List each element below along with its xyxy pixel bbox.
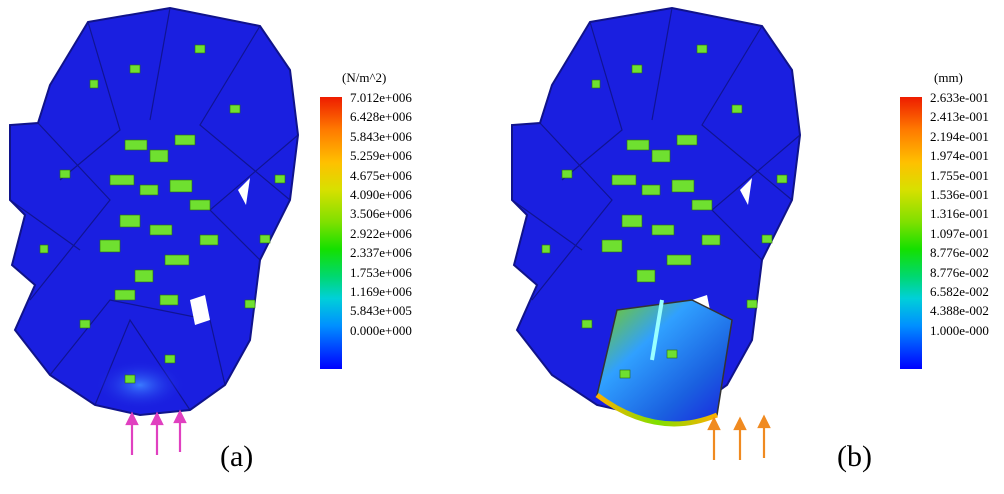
scale-label: 2.413e-001 <box>930 109 989 125</box>
scale-label: 3.506e+006 <box>350 206 412 222</box>
scale-label: 1.169e+006 <box>350 283 412 299</box>
stress-model-render <box>9 6 300 455</box>
scale-label: 2.337e+006 <box>350 245 412 261</box>
scale-label: 4.090e+006 <box>350 186 412 202</box>
scale-label: 6.428e+006 <box>350 109 412 125</box>
scale-label: 2.922e+006 <box>350 225 412 241</box>
scale-label: 5.843e+005 <box>350 303 412 319</box>
scale-label: 1.974e-001 <box>930 148 989 164</box>
scale-label: 8.776e-002 <box>930 264 989 280</box>
scale-label: 5.843e+006 <box>350 128 412 144</box>
scale-label: 4.388e-002 <box>930 303 989 319</box>
unit-label: (N/m^2) <box>342 70 387 85</box>
scale-label: 1.753e+006 <box>350 264 412 280</box>
scale-label: 4.675e+006 <box>350 167 412 183</box>
scale-label: 2.633e-001 <box>930 90 989 105</box>
scale-label: 2.194e-001 <box>930 128 989 144</box>
scale-labels: 7.012e+006 6.428e+006 5.843e+006 5.259e+… <box>350 88 412 340</box>
scale-label: 1.000e-000 <box>930 322 989 338</box>
panel-b-displacement: (mm) 2.633e-001 2.413e-001 2.194e-001 1.… <box>502 0 1004 494</box>
unit-label: (mm) <box>934 70 963 85</box>
scale-label: 0.000e+000 <box>350 322 412 338</box>
load-arrows <box>125 409 187 455</box>
panel-a-stress: (N/m^2) 7.012e+006 6.428e+006 5.843e+006… <box>9 6 412 473</box>
scale-label: 1.097e-001 <box>930 225 989 241</box>
displacement-model-render <box>511 6 802 460</box>
scale-label: 1.316e-001 <box>930 206 989 222</box>
model-body <box>9 6 300 417</box>
load-arrows <box>707 414 771 460</box>
scale-label: 7.012e+006 <box>350 90 412 105</box>
scale-label: 6.582e-002 <box>930 283 989 299</box>
scale-label: 1.536e-001 <box>930 186 989 202</box>
scale-label: 5.259e+006 <box>350 148 412 164</box>
panel-caption: (a) <box>220 440 254 473</box>
scale-label: 8.776e-002 <box>930 245 989 261</box>
color-scale-bar <box>900 97 922 369</box>
panel-caption: (b) <box>837 440 872 473</box>
scale-label: 1.755e-001 <box>930 167 989 183</box>
scale-labels: 2.633e-001 2.413e-001 2.194e-001 1.974e-… <box>930 88 989 340</box>
color-scale-bar <box>320 97 342 369</box>
